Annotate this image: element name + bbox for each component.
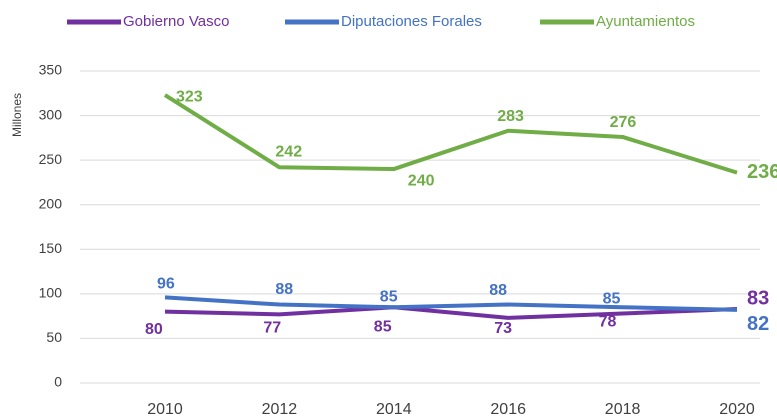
x-tick-label: 2020	[719, 401, 755, 418]
data-label: 80	[145, 321, 163, 338]
data-label: 88	[489, 282, 507, 299]
y-tick-label: 0	[54, 374, 62, 390]
y-tick-label: 250	[39, 151, 63, 167]
y-tick-label: 50	[46, 329, 62, 345]
x-tick-label: 2016	[490, 401, 526, 418]
legend-label: Diputaciones Forales	[341, 13, 482, 30]
series-line	[164, 305, 738, 320]
data-label: 96	[157, 276, 175, 293]
data-label: 276	[610, 114, 637, 131]
data-label: 77	[263, 320, 281, 337]
data-label: 283	[497, 108, 524, 125]
series-line	[164, 295, 738, 312]
legend-label: Ayuntamientos	[596, 13, 695, 30]
series-line	[163, 93, 738, 175]
y-tick-label: 150	[39, 240, 63, 256]
data-label: 88	[275, 281, 293, 298]
y-tick-label: 200	[39, 195, 63, 211]
y-tick-label: 300	[39, 106, 63, 122]
data-label: 236	[747, 161, 777, 183]
data-label: 73	[494, 320, 512, 337]
x-tick-label: 2012	[262, 401, 298, 418]
data-label: 78	[599, 314, 617, 331]
x-tick-label: 2014	[376, 401, 412, 418]
data-label: 240	[408, 172, 435, 189]
data-label: 85	[603, 290, 621, 307]
data-label: 83	[747, 287, 769, 309]
x-tick-label: 2010	[147, 401, 183, 418]
data-label: 82	[747, 313, 769, 335]
x-tick-label: 2018	[605, 401, 641, 418]
data-label: 85	[380, 288, 398, 305]
legend-label: Gobierno Vasco	[123, 13, 229, 30]
data-label: 242	[275, 143, 302, 160]
data-label: 85	[374, 318, 392, 335]
data-label: 323	[176, 88, 203, 105]
y-tick-label: 100	[39, 285, 63, 301]
y-axis-title: Millones	[10, 93, 24, 137]
y-tick-label: 350	[39, 62, 63, 78]
